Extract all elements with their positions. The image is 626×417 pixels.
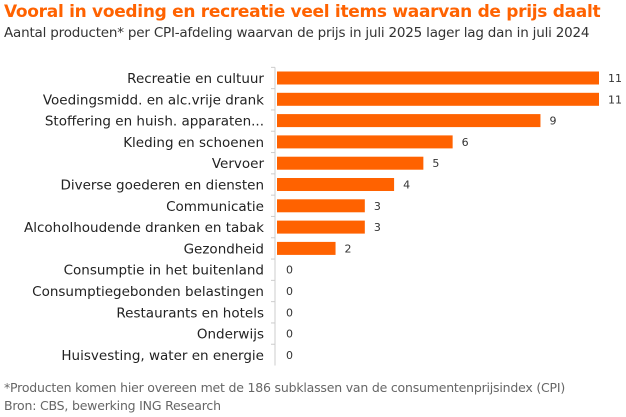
data-label: 9 [549,115,556,128]
bar [277,135,453,149]
bar [277,178,395,191]
category-label: Recreatie en cultuur [127,71,264,87]
source-note: Bron: CBS, bewerking ING Research [4,398,221,413]
bar [277,156,424,170]
category-label: Kleding en schoenen [123,135,264,151]
data-label: 3 [374,200,381,213]
data-label: 0 [286,328,293,341]
data-label: 11 [608,72,622,85]
data-label: 0 [286,306,293,319]
bar [277,241,336,255]
category-label: Gezondheid [184,241,264,257]
footnote: *Producten komen hier overeen met de 186… [4,380,566,395]
data-label: 2 [345,242,352,255]
chart-subtitle: Aantal producten* per CPI-afdeling waarv… [4,25,590,41]
bar [277,220,365,234]
bar [277,114,541,128]
data-label: 5 [432,157,439,170]
category-label: Diverse goederen en diensten [60,178,264,194]
data-label: 11 [608,93,622,106]
category-label: Stoffering en huish. apparaten... [45,114,264,130]
category-label: Consumptie in het buitenland [64,263,264,279]
category-label: Restaurants en hotels [116,305,264,321]
category-label: Huisvesting, water en energie [61,348,264,364]
category-label: Voedingsmidd. en alc.vrije drank [43,92,264,108]
data-label: 0 [286,264,293,277]
data-label: 4 [403,179,410,192]
data-label: 6 [462,136,469,149]
category-label: Onderwijs [197,327,264,343]
bar [277,92,599,106]
category-label: Alcoholhoudende dranken en tabak [24,220,264,236]
category-label: Communicatie [166,199,264,215]
bar [277,71,599,85]
category-label: Consumptiegebonden belastingen [32,284,264,300]
category-label: Vervoer [212,156,265,172]
data-label: 0 [286,285,293,298]
chart-title: Vooral in voeding en recreatie veel item… [4,2,601,22]
bar [277,199,365,213]
data-label: 3 [374,221,381,234]
data-label: 0 [286,349,293,362]
